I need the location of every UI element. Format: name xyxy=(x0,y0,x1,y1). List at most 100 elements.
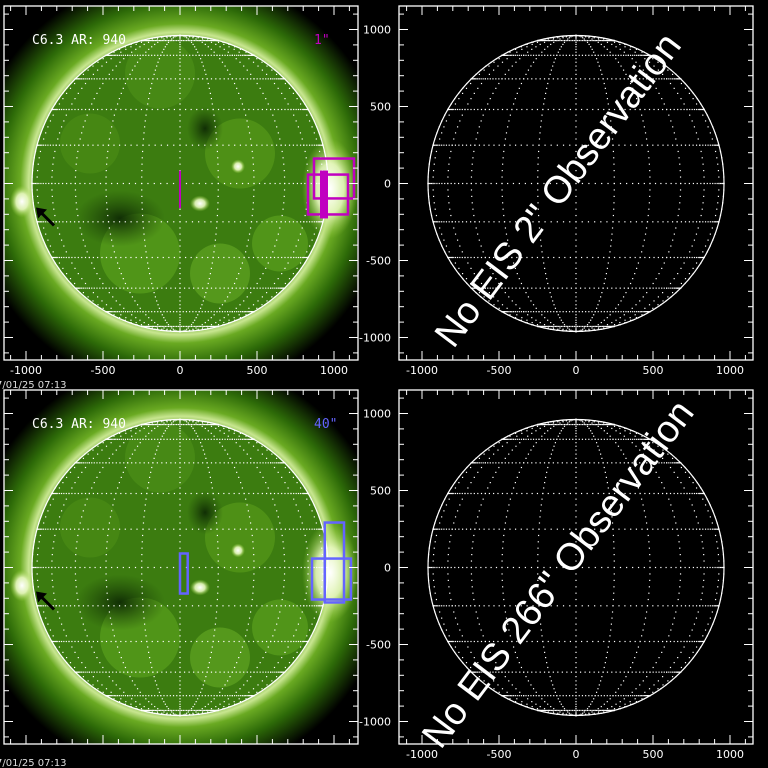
grid-dot xyxy=(273,666,276,669)
grid-dot xyxy=(190,425,193,427)
grid-dot xyxy=(77,656,79,659)
grid-dot xyxy=(130,430,132,432)
grid-dot xyxy=(273,108,276,111)
grid-dot xyxy=(207,666,209,669)
grid-dot xyxy=(493,69,495,71)
grid-dot xyxy=(541,54,543,56)
grid-dot xyxy=(597,328,599,330)
grid-dot xyxy=(92,292,95,294)
grid-dot xyxy=(230,182,232,185)
grid-dot xyxy=(47,144,49,146)
grid-dot xyxy=(136,695,139,697)
grid-dot xyxy=(540,126,542,128)
grid-dot xyxy=(154,328,156,330)
grid-dot xyxy=(195,38,197,40)
grid-dot xyxy=(562,43,564,46)
grid-dot xyxy=(43,227,45,229)
grid-dot xyxy=(118,267,120,269)
grid-dot xyxy=(284,256,286,259)
grid-dot xyxy=(598,78,600,80)
grid-dot xyxy=(647,54,649,56)
grid-dot xyxy=(631,307,633,309)
grid-dot xyxy=(151,430,153,432)
grid-dot xyxy=(465,87,468,89)
grid-dot xyxy=(66,662,68,664)
grid-dot xyxy=(99,662,101,664)
grid-dot xyxy=(141,176,143,178)
grid-dot xyxy=(434,208,436,210)
grid-dot xyxy=(118,701,121,703)
grid-dot xyxy=(438,126,440,128)
grid-dot xyxy=(592,36,594,38)
grid-dot xyxy=(243,695,245,697)
grid-dot xyxy=(515,61,517,63)
grid-dot xyxy=(54,646,56,648)
grid-dot xyxy=(722,202,724,204)
grid-dot xyxy=(713,221,715,223)
grid-dot xyxy=(562,37,564,39)
grid-dot xyxy=(154,695,156,697)
grid-dot xyxy=(612,311,614,313)
grid-dot xyxy=(230,705,232,708)
grid-dot xyxy=(525,311,527,313)
grid-dot xyxy=(51,195,53,197)
grid-dot xyxy=(141,592,143,594)
grid-dot xyxy=(116,103,119,105)
grid-dot xyxy=(271,453,273,455)
grid-dot xyxy=(88,640,90,643)
grid-dot xyxy=(141,541,143,543)
grid-dot xyxy=(124,311,127,313)
grid-dot xyxy=(160,420,162,422)
grid-dot xyxy=(275,676,278,678)
grid-dot xyxy=(717,170,720,172)
grid-dot xyxy=(179,48,181,50)
grid-dot xyxy=(105,287,107,289)
grid-dot xyxy=(266,449,268,451)
grid-dot xyxy=(141,182,143,185)
grid-dot xyxy=(506,256,508,259)
grid-dot xyxy=(134,54,136,56)
grid-dot xyxy=(256,307,258,309)
grid-dot xyxy=(288,144,291,146)
grid-dot xyxy=(122,695,124,697)
grid-dot xyxy=(540,39,542,42)
grid-dot xyxy=(184,420,186,422)
grid-dot xyxy=(252,592,254,594)
grid-dot xyxy=(627,54,629,56)
grid-dot xyxy=(108,54,111,56)
grid-dot xyxy=(267,287,269,289)
grid-dot xyxy=(575,202,577,204)
grid-dot xyxy=(125,256,127,259)
grid-dot xyxy=(193,287,195,289)
grid-dot xyxy=(229,54,231,56)
grid-dot xyxy=(575,304,577,306)
grid-dot xyxy=(250,292,252,294)
grid-dot xyxy=(652,282,654,285)
grid-dot xyxy=(179,671,181,673)
grid-dot xyxy=(93,482,95,484)
grid-dot xyxy=(281,150,283,153)
grid-dot xyxy=(135,427,137,430)
grid-dot xyxy=(249,311,252,313)
grid-dot xyxy=(52,114,54,116)
grid-dot xyxy=(293,108,295,111)
grid-dot xyxy=(84,666,87,669)
grid-dot xyxy=(233,432,235,434)
grid-dot xyxy=(543,182,545,185)
grid-dot xyxy=(139,691,141,693)
grid-dot xyxy=(130,43,132,46)
grid-dot xyxy=(283,176,286,178)
grid-dot xyxy=(249,522,252,524)
grid-dot xyxy=(172,54,175,56)
grid-dot xyxy=(213,54,215,56)
grid-dot xyxy=(316,126,318,128)
grid-dot xyxy=(54,182,56,185)
grid-dot xyxy=(261,221,263,223)
grid-dot xyxy=(164,319,166,321)
grid-dot xyxy=(261,680,263,682)
grid-dot xyxy=(235,307,237,309)
grid-dot xyxy=(82,221,85,223)
grid-dot xyxy=(477,108,479,111)
grid-dot xyxy=(74,176,77,178)
grid-dot xyxy=(148,651,150,653)
